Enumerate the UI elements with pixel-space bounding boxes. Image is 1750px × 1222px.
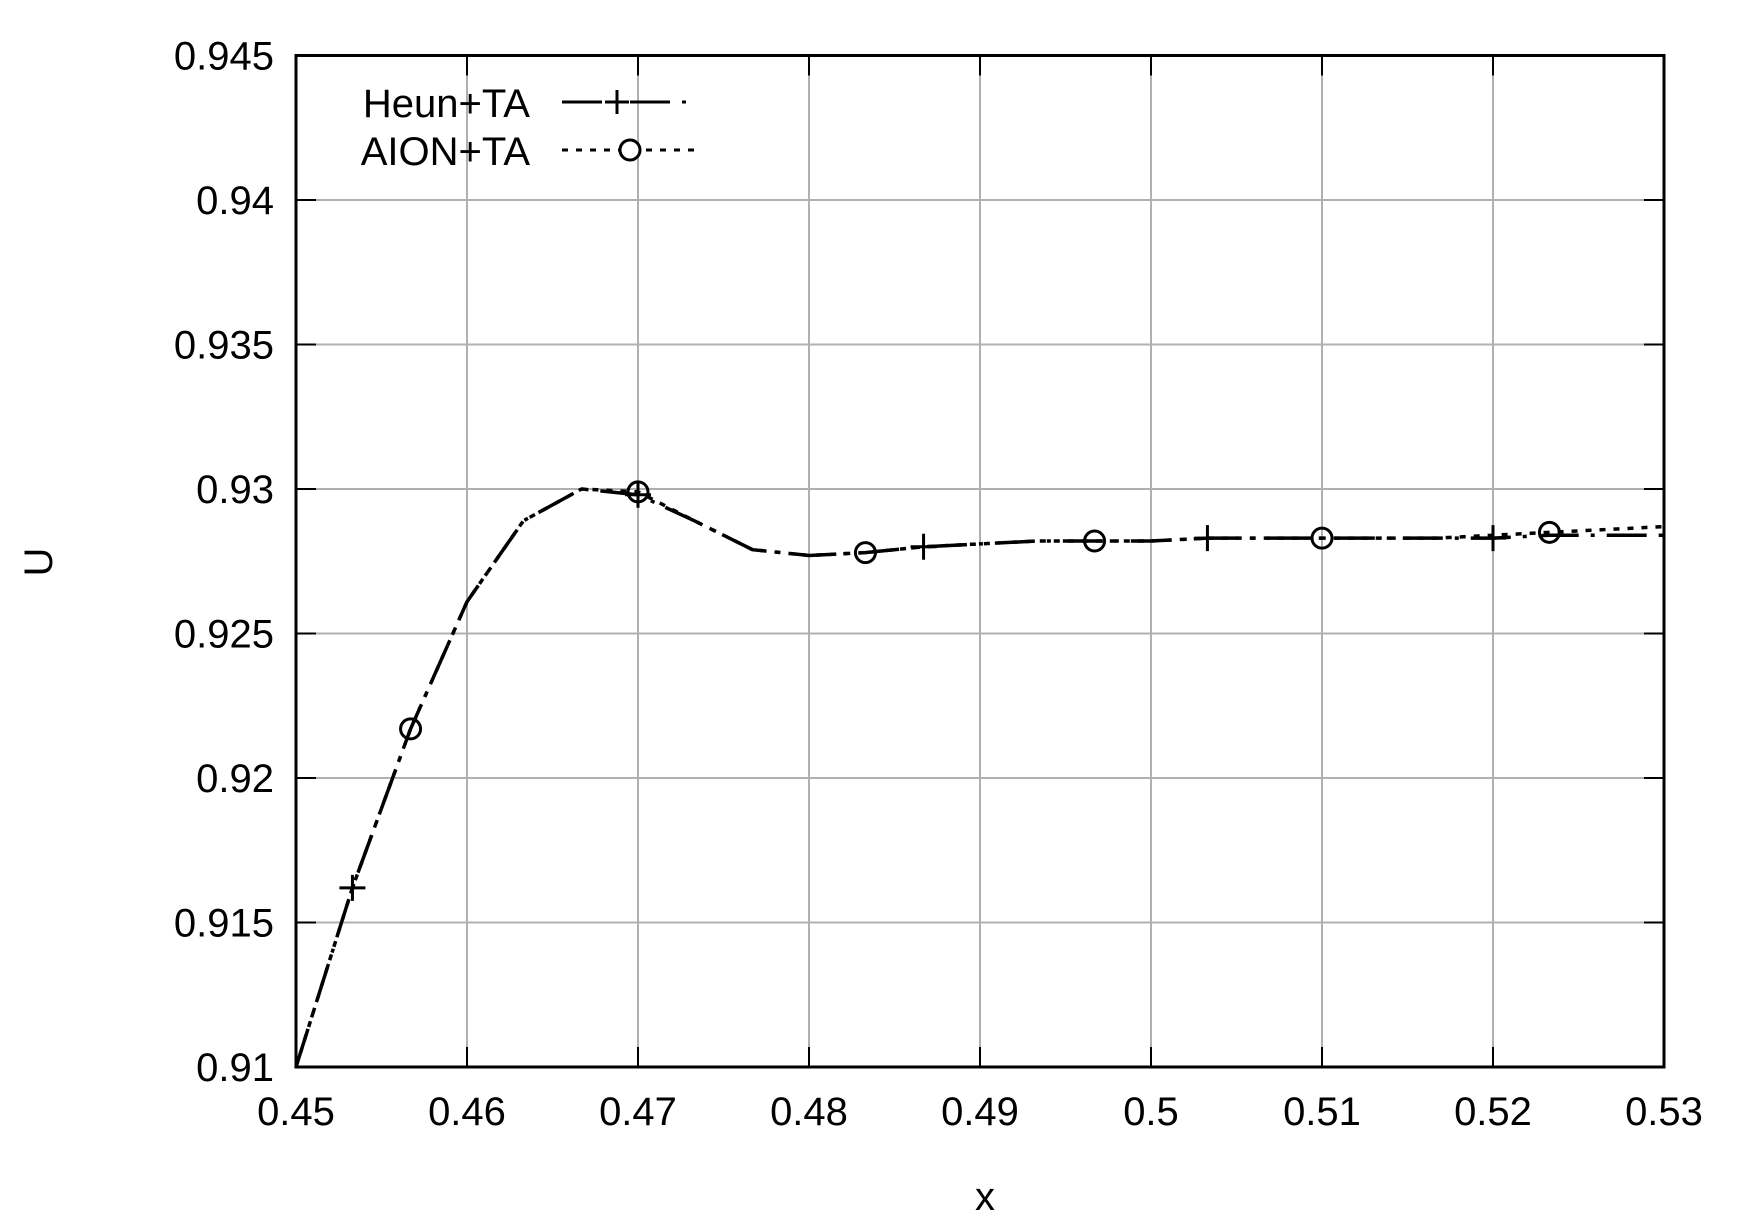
x-tick-label: 0.46	[428, 1090, 506, 1134]
y-tick-label: 0.915	[174, 902, 274, 946]
y-tick-label: 0.945	[174, 35, 274, 79]
x-tick-label: 0.47	[599, 1090, 677, 1134]
y-tick-label: 0.925	[174, 613, 274, 657]
data-point-plus	[1480, 525, 1506, 552]
grid	[296, 55, 1664, 1067]
legend-label-heun: Heun+TA	[363, 82, 530, 126]
y-axis-label: U	[17, 548, 61, 577]
data-point-circle	[1537, 520, 1561, 544]
x-tick-label: 0.45	[257, 1090, 335, 1134]
x-tick-label: 0.52	[1454, 1090, 1532, 1134]
series-layer	[294, 480, 1665, 1068]
x-tick-label: 0.49	[941, 1090, 1019, 1134]
data-point-circle	[1310, 526, 1334, 550]
series-line-aion	[294, 487, 1665, 1068]
x-tick-label: 0.51	[1283, 1090, 1361, 1134]
y-tick-label: 0.93	[196, 468, 274, 512]
ticks: 0.45 0.46 0.47 0.48 0.49 0.5 0.51 0.52 0.53 0.91 0…	[174, 35, 1703, 1135]
x-tick-label: 0.53	[1625, 1090, 1703, 1134]
data-point-circle	[853, 541, 877, 565]
data-point-circle	[399, 717, 423, 741]
legend-marker-plus	[605, 90, 629, 114]
data-point-circle	[1083, 529, 1107, 553]
y-tick-label: 0.91	[196, 1046, 274, 1090]
x-axis-label: x	[975, 1175, 995, 1219]
y-tick-label: 0.94	[196, 179, 274, 223]
y-tick-label: 0.92	[196, 757, 274, 801]
data-point-circle	[626, 480, 650, 504]
x-tick-label: 0.48	[770, 1090, 848, 1134]
legend: Heun+TA AION+TA	[361, 82, 696, 174]
legend-label-aion: AION+TA	[361, 130, 531, 174]
legend-marker-circle	[618, 138, 642, 162]
y-tick-label: 0.935	[174, 324, 274, 368]
x-tick-label: 0.5	[1123, 1090, 1179, 1134]
